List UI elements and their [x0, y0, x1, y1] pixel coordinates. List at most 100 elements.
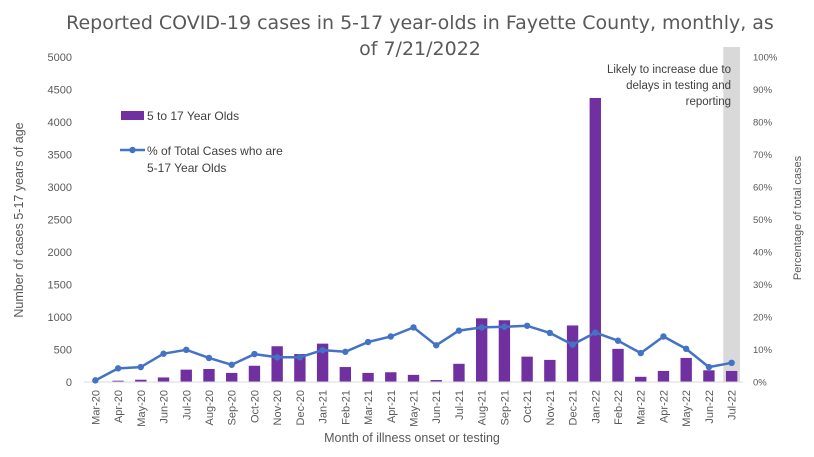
point-Jan-22: [592, 329, 599, 336]
x-tick-label: Feb-21: [340, 390, 352, 425]
bar-Jun-22: [703, 370, 715, 382]
point-Mar-20: [92, 377, 99, 384]
x-tick-label: May-21: [409, 390, 421, 427]
bar-May-22: [680, 357, 692, 382]
x-tick-label: Aug-21: [477, 390, 489, 425]
point-Jun-20: [160, 350, 167, 357]
legend-line-marker: [129, 146, 136, 154]
y-tick-label: 3000: [48, 182, 72, 194]
point-Jun-22: [705, 363, 713, 371]
x-tick-label: Apr-22: [658, 390, 670, 423]
x-tick-label: Jun-20: [159, 390, 171, 424]
bar-Oct-20: [248, 365, 261, 382]
annotation-line-1: Likely to increase due to: [607, 64, 731, 76]
x-tick-label: Jul-21: [454, 390, 466, 420]
y-tick-label: 5000: [48, 52, 72, 64]
point-Jul-21: [455, 327, 463, 334]
legend: 5 to 17 Year Olds % of Total Cases who a…: [120, 109, 283, 175]
y-tick-label: 4500: [48, 85, 72, 97]
y-tick-label: 3500: [48, 150, 72, 162]
point-Mar-22: [637, 349, 644, 357]
y2-tick-label: 40%: [753, 248, 773, 259]
bar-Jul-22: [725, 370, 738, 382]
bar-Mar-21: [362, 372, 374, 382]
point-Feb-22: [614, 337, 622, 344]
bar-Jul-20: [180, 369, 192, 382]
y2-tick-label: 80%: [753, 118, 773, 129]
x-tick-label: Jun-22: [704, 390, 716, 424]
point-Apr-22: [660, 333, 667, 340]
bar-Jun-20: [157, 377, 170, 382]
y2-tick-label: 100%: [753, 53, 778, 64]
bar-Nov-21: [544, 359, 556, 382]
point-Nov-21: [546, 329, 554, 337]
x-tick-label: Mar-20: [90, 390, 102, 425]
point-Aug-21: [478, 324, 485, 331]
bar-May-21: [407, 374, 420, 382]
bar-Jun-21: [430, 380, 442, 382]
y-tick-label: 2000: [48, 247, 72, 259]
x-tick-label: Dec-21: [568, 390, 580, 425]
chart-title-line-2: of 7/21/2022: [359, 38, 481, 60]
point-Dec-21: [569, 341, 576, 348]
y2-axis-title: Percentage of total cases: [792, 155, 804, 280]
bar-Apr-22: [657, 370, 670, 382]
x-tick-label: Jun-21: [431, 390, 443, 424]
bar-Jan-22: [589, 97, 601, 382]
bar-Dec-21: [566, 325, 579, 382]
x-tick-label: May-22: [681, 390, 693, 427]
point-Oct-21: [523, 322, 531, 329]
x-tick-label: Nov-20: [272, 390, 284, 425]
x-tick-label: Oct-20: [249, 390, 261, 423]
x-tick-label: Jul-22: [727, 390, 739, 420]
point-Apr-20: [114, 365, 122, 372]
x-tick-label: Apr-21: [386, 390, 398, 423]
x-tick-label: Sep-20: [227, 390, 239, 425]
point-May-21: [410, 324, 417, 331]
point-Mar-21: [364, 338, 372, 346]
point-Sep-20: [228, 361, 235, 368]
point-Sep-21: [501, 323, 508, 330]
x-tick-label: Aug-20: [204, 390, 216, 425]
y2-tick-label: 90%: [753, 85, 773, 96]
x-tick-label: Feb-22: [613, 390, 625, 425]
bar-Aug-20: [203, 369, 215, 382]
y2-tick-label: 30%: [753, 280, 773, 291]
bar-Mar-22: [635, 376, 647, 382]
legend-line-label-2: 5-17 Year Olds: [147, 161, 226, 175]
y-tick-label: 0: [66, 377, 72, 389]
x-axis-title: Month of illness onset or testing: [324, 431, 500, 445]
bar-Feb-21: [339, 367, 352, 382]
point-Aug-20: [205, 354, 213, 362]
bar-Feb-22: [612, 348, 624, 382]
x-tick-label: Jan-21: [318, 390, 330, 424]
point-Jan-21: [319, 346, 326, 354]
bar-Apr-20: [112, 380, 124, 382]
x-tick-label: May-20: [136, 390, 148, 427]
point-May-22: [682, 345, 690, 353]
x-tick-label: Jul-20: [181, 390, 193, 420]
y-tick-label: 1500: [48, 280, 72, 292]
y2-tick-label: 50%: [753, 215, 773, 226]
x-tick-label: Nov-21: [545, 390, 557, 425]
y2-tick-label: 0%: [753, 378, 767, 389]
bar-May-20: [135, 379, 147, 382]
point-Apr-21: [387, 333, 394, 340]
y2-tick-label: 10%: [753, 345, 773, 356]
bar-Aug-21: [475, 318, 488, 382]
x-tick-label: Mar-21: [363, 390, 375, 425]
y2-tick-label: 70%: [753, 150, 773, 161]
x-tick-label: Sep-21: [499, 390, 511, 425]
y-tick-label: 500: [54, 345, 72, 357]
bar-Sep-21: [498, 320, 511, 382]
point-Feb-21: [342, 348, 349, 355]
y2-tick-label: 20%: [753, 313, 773, 324]
y-tick-label: 1000: [48, 312, 72, 324]
point-Jun-21: [433, 342, 440, 349]
annotation-line-3: reporting: [686, 96, 731, 108]
point-Nov-20: [273, 354, 281, 361]
bar-Nov-20: [271, 346, 283, 382]
bar-Apr-21: [385, 372, 397, 382]
x-tick-label: Apr-20: [113, 390, 125, 423]
bar-Oct-21: [521, 356, 533, 382]
